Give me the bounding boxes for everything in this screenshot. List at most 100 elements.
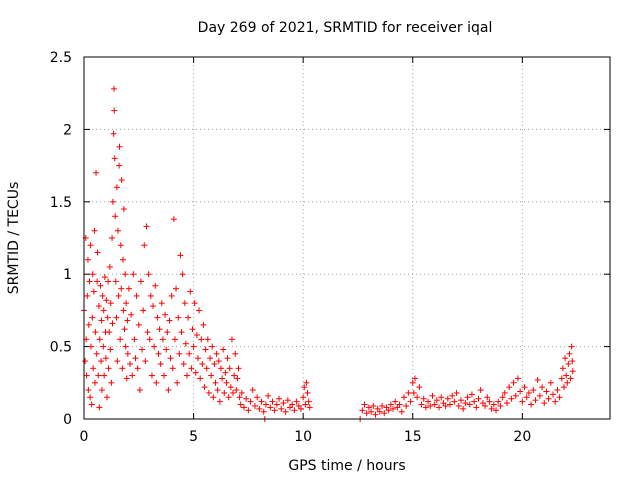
data-point xyxy=(131,336,138,343)
data-point xyxy=(293,398,300,405)
data-point xyxy=(499,394,506,401)
data-point xyxy=(365,404,372,411)
data-point xyxy=(132,355,139,362)
data-point xyxy=(213,350,220,357)
data-point xyxy=(119,365,126,372)
data-point xyxy=(87,394,94,401)
data-point xyxy=(141,242,148,249)
data-point xyxy=(90,288,97,295)
data-point xyxy=(91,227,98,234)
data-point xyxy=(563,372,570,379)
data-point xyxy=(188,365,195,372)
data-point xyxy=(442,402,449,409)
data-point xyxy=(163,346,170,353)
data-point xyxy=(114,358,121,365)
data-point xyxy=(558,375,565,382)
data-point xyxy=(223,379,230,386)
data-point xyxy=(120,307,127,314)
data-point xyxy=(482,402,489,409)
data-point xyxy=(449,392,456,399)
grid-lines xyxy=(84,57,610,419)
data-point xyxy=(556,394,563,401)
data-point xyxy=(95,372,102,379)
data-point xyxy=(569,358,576,365)
data-point xyxy=(162,311,169,318)
data-point xyxy=(185,314,192,321)
data-point xyxy=(147,292,154,299)
data-point xyxy=(135,321,142,328)
data-point xyxy=(102,355,109,362)
tick-labels: 0 5 10 15 20 0 0.5 1 1.5 2 2.5 xyxy=(50,50,532,445)
data-point xyxy=(100,307,107,314)
data-point xyxy=(564,379,571,386)
data-point xyxy=(184,372,191,379)
data-point xyxy=(154,314,161,321)
data-point xyxy=(420,395,427,402)
data-point xyxy=(109,235,116,241)
data-point xyxy=(108,379,115,386)
data-point xyxy=(101,274,108,281)
data-point xyxy=(95,303,102,310)
data-point xyxy=(139,346,146,353)
data-point xyxy=(245,407,252,414)
data-point xyxy=(451,398,458,405)
data-point xyxy=(199,360,206,367)
data-point xyxy=(219,375,226,382)
data-point xyxy=(190,343,197,350)
data-point xyxy=(565,360,572,367)
data-point xyxy=(111,85,118,92)
data-point xyxy=(387,401,394,408)
data-point xyxy=(118,177,125,184)
data-point xyxy=(202,346,209,353)
data-point xyxy=(301,384,308,391)
data-point xyxy=(113,314,120,321)
data-point xyxy=(104,394,111,401)
data-point xyxy=(207,355,214,362)
y-tick-label: 1 xyxy=(63,267,72,283)
data-point xyxy=(193,332,200,339)
data-point xyxy=(194,355,201,362)
data-point xyxy=(98,387,105,394)
data-point xyxy=(187,288,194,295)
data-point xyxy=(559,365,566,372)
data-point xyxy=(262,401,269,408)
data-point xyxy=(265,392,272,399)
data-point xyxy=(237,401,244,408)
data-point xyxy=(306,404,313,411)
data-point xyxy=(477,387,484,394)
data-point xyxy=(112,278,119,285)
data-point xyxy=(539,384,546,391)
data-point xyxy=(212,379,219,386)
data-point xyxy=(226,365,233,372)
data-point xyxy=(269,398,276,405)
data-point xyxy=(493,407,500,414)
data-point xyxy=(120,256,127,263)
data-point xyxy=(124,350,131,357)
data-point xyxy=(153,379,160,386)
data-point xyxy=(519,398,526,405)
data-point xyxy=(165,387,172,394)
x-axis-label: GPS time / hours xyxy=(288,458,405,474)
data-point xyxy=(457,397,464,404)
data-point xyxy=(93,350,100,357)
data-point xyxy=(152,282,159,289)
data-point xyxy=(566,350,573,357)
data-point xyxy=(376,408,383,415)
data-point xyxy=(532,397,539,404)
data-point xyxy=(410,389,417,396)
data-point xyxy=(436,404,443,411)
data-point xyxy=(109,198,116,205)
data-point xyxy=(416,384,423,391)
data-point xyxy=(407,398,414,405)
data-point xyxy=(234,375,241,382)
y-tick-label: 1.5 xyxy=(50,195,72,211)
x-tick-label: 5 xyxy=(189,429,198,445)
data-point xyxy=(170,216,177,223)
data-point xyxy=(414,394,421,401)
data-point xyxy=(411,375,418,382)
data-point xyxy=(370,402,377,409)
data-point xyxy=(173,285,180,292)
data-point xyxy=(455,402,462,409)
data-point xyxy=(156,326,163,333)
